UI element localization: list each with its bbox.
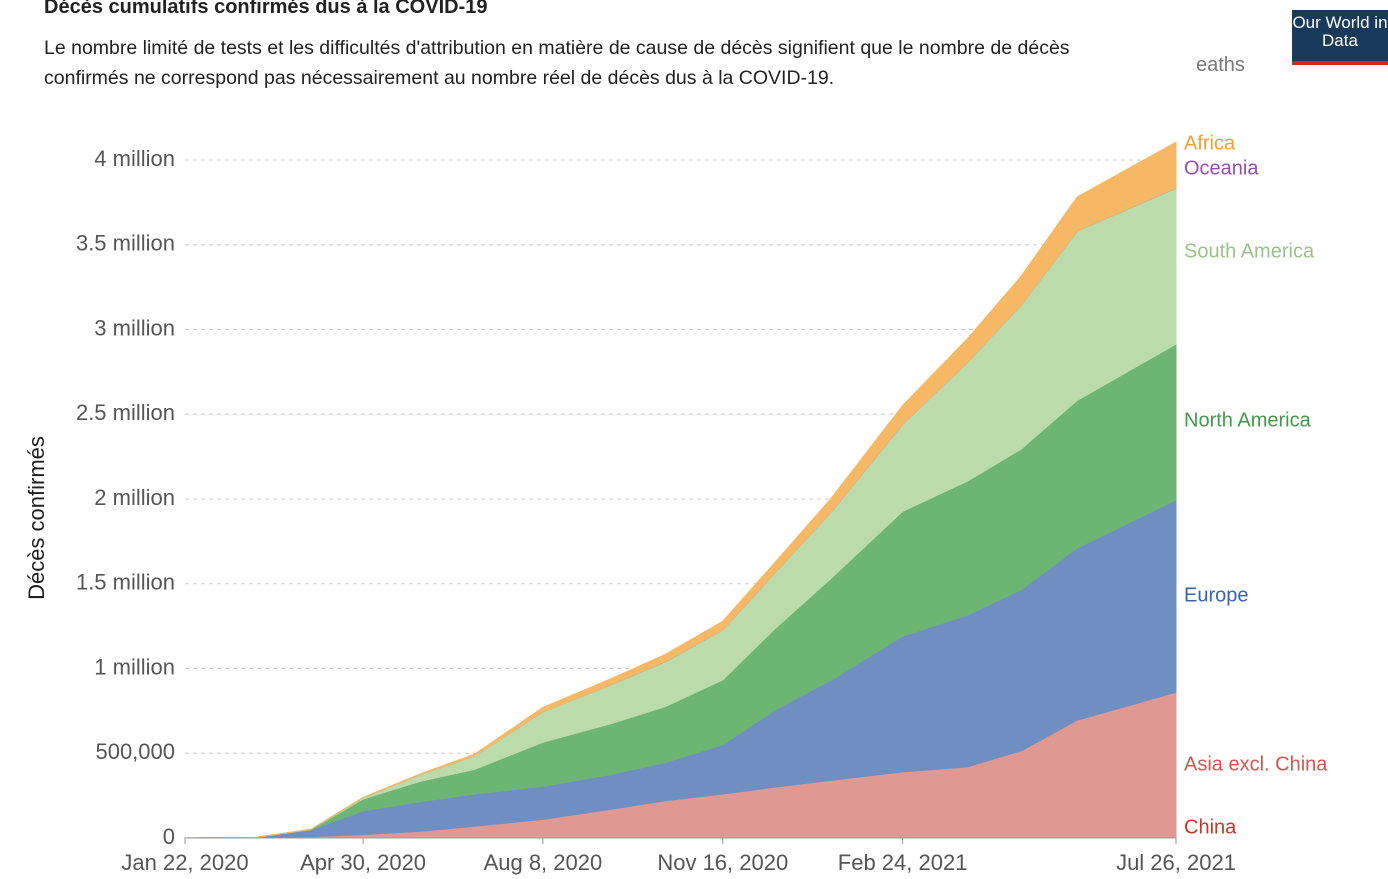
- legend-label: Africa: [1184, 132, 1236, 154]
- y-tick-label: 2.5 million: [76, 400, 175, 425]
- y-tick-label: 1.5 million: [76, 570, 175, 595]
- x-tick-label: Apr 30, 2020: [300, 850, 426, 875]
- y-tick-label: 1 million: [94, 654, 175, 679]
- x-tick-label: Nov 16, 2020: [657, 850, 788, 875]
- legend-label: Oceania: [1184, 157, 1259, 179]
- x-tick-label: Feb 24, 2021: [838, 850, 968, 875]
- legend-label: Asia excl. China: [1184, 753, 1328, 775]
- clipped-label: eaths: [1196, 54, 1245, 76]
- y-tick-label: 2 million: [94, 485, 175, 510]
- x-tick-label: Jan 22, 2020: [121, 850, 248, 875]
- y-axis-label: Décès confirmés: [24, 436, 49, 600]
- legend-label: South America: [1184, 240, 1315, 262]
- logo: Our World in Data: [1292, 10, 1388, 65]
- y-tick-label: 0: [163, 824, 175, 849]
- y-tick-label: 3 million: [94, 315, 175, 340]
- x-tick-label: Aug 8, 2020: [484, 850, 603, 875]
- legend-label: China: [1184, 816, 1237, 838]
- chart-subtitle: Le nombre limité de tests et les difficu…: [44, 37, 1070, 89]
- legend-label: Europe: [1184, 584, 1249, 606]
- y-tick-label: 3.5 million: [76, 231, 175, 256]
- area: [184, 141, 1177, 839]
- y-tick-label: 4 million: [94, 146, 175, 171]
- x-tick-label: Jul 26, 2021: [1116, 850, 1236, 875]
- chart-title: Décès cumulatifs confirmés dus à la COVI…: [44, 0, 488, 18]
- legend-label: North America: [1184, 409, 1312, 431]
- y-tick-label: 500,000: [95, 739, 175, 764]
